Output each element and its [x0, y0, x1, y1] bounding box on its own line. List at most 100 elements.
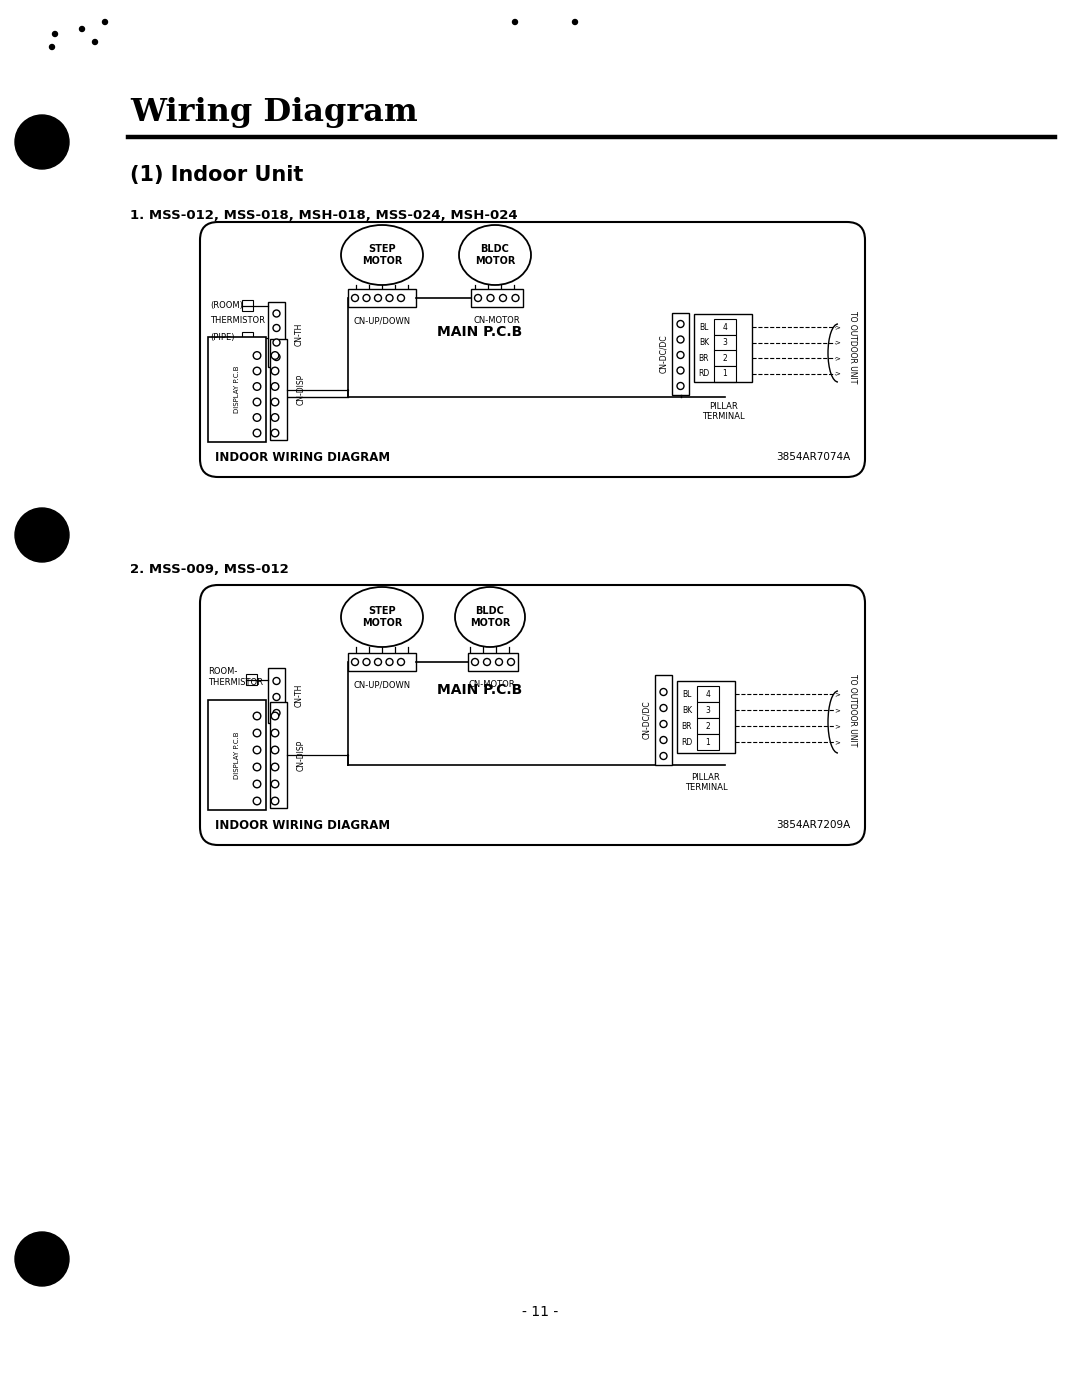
Bar [694, 314, 752, 381]
Circle shape [253, 398, 260, 405]
Circle shape [253, 780, 260, 788]
Text: CN-UP/DOWN: CN-UP/DOWN [353, 316, 410, 326]
Text: 4: 4 [723, 323, 728, 331]
Circle shape [271, 746, 279, 754]
Circle shape [273, 310, 280, 317]
Circle shape [273, 339, 280, 346]
Circle shape [487, 295, 494, 302]
Circle shape [271, 763, 279, 771]
Bar [714, 366, 735, 381]
Bar [714, 334, 735, 351]
Circle shape [253, 414, 260, 422]
Text: 3854AR7074A: 3854AR7074A [775, 453, 850, 462]
Text: INDOOR WIRING DIAGRAM: INDOOR WIRING DIAGRAM [215, 450, 390, 464]
Text: 1: 1 [723, 369, 727, 379]
Circle shape [271, 798, 279, 805]
Circle shape [273, 710, 280, 717]
Text: BK: BK [681, 705, 692, 714]
Circle shape [660, 753, 667, 760]
Text: - 11 -: - 11 - [522, 1305, 558, 1319]
Circle shape [660, 689, 667, 696]
FancyBboxPatch shape [200, 585, 865, 845]
Bar [714, 319, 735, 335]
Bar [697, 703, 719, 718]
Bar [242, 300, 253, 312]
Text: 3: 3 [705, 705, 711, 714]
Text: BLDC
MOTOR: BLDC MOTOR [470, 606, 510, 627]
Circle shape [253, 798, 260, 805]
Bar [208, 337, 266, 441]
Bar [348, 652, 416, 671]
Ellipse shape [455, 587, 525, 647]
Bar [697, 686, 719, 703]
Bar [677, 680, 735, 753]
Bar [468, 652, 518, 671]
Text: BLDC
MOTOR: BLDC MOTOR [475, 244, 515, 265]
Circle shape [80, 27, 84, 32]
Text: THERMISTOR: THERMISTOR [210, 316, 265, 324]
Circle shape [386, 658, 393, 665]
Circle shape [677, 367, 684, 374]
Bar [268, 668, 285, 724]
Text: RD: RD [681, 738, 692, 746]
Circle shape [53, 32, 57, 36]
Bar [242, 332, 253, 344]
Text: BL: BL [700, 323, 708, 331]
Text: 2. MSS-009, MSS-012: 2. MSS-009, MSS-012 [130, 563, 288, 576]
Circle shape [273, 693, 280, 700]
Circle shape [499, 295, 507, 302]
Text: CN-DISP: CN-DISP [297, 739, 306, 771]
Ellipse shape [341, 587, 423, 647]
Text: PILLAR
TERMINAL: PILLAR TERMINAL [702, 402, 744, 422]
Text: 1: 1 [705, 738, 711, 746]
Circle shape [513, 20, 517, 25]
Text: BK: BK [699, 338, 710, 346]
Text: CN-DISP: CN-DISP [297, 374, 306, 405]
Text: Wiring Diagram: Wiring Diagram [130, 96, 418, 127]
Circle shape [253, 383, 260, 390]
Circle shape [15, 509, 69, 562]
Circle shape [271, 729, 279, 736]
Circle shape [660, 721, 667, 728]
FancyBboxPatch shape [200, 222, 865, 476]
Text: STEP
MOTOR: STEP MOTOR [362, 606, 402, 627]
Circle shape [253, 746, 260, 754]
Circle shape [397, 658, 405, 665]
Text: PILLAR
TERMINAL: PILLAR TERMINAL [685, 773, 727, 792]
Ellipse shape [459, 225, 531, 285]
Circle shape [253, 729, 260, 736]
Circle shape [253, 429, 260, 437]
Circle shape [271, 414, 279, 422]
Circle shape [472, 658, 478, 665]
Circle shape [271, 712, 279, 719]
Text: STEP
MOTOR: STEP MOTOR [362, 244, 402, 265]
Text: 3854AR7209A: 3854AR7209A [775, 820, 850, 830]
Circle shape [660, 704, 667, 711]
Circle shape [271, 398, 279, 405]
Circle shape [273, 353, 280, 360]
Circle shape [351, 295, 359, 302]
Text: >: > [834, 370, 840, 377]
Circle shape [375, 295, 381, 302]
Text: >: > [834, 339, 840, 345]
Text: RD: RD [699, 369, 710, 379]
Text: MAIN P.C.B: MAIN P.C.B [437, 326, 523, 339]
Bar [654, 675, 672, 766]
Circle shape [253, 367, 260, 374]
Circle shape [50, 45, 54, 49]
Circle shape [253, 712, 260, 719]
Text: 2: 2 [705, 721, 711, 731]
Circle shape [103, 20, 108, 25]
Text: TO OUTDOOR UNIT: TO OUTDOOR UNIT [848, 310, 856, 383]
Circle shape [484, 658, 490, 665]
Circle shape [273, 678, 280, 685]
Circle shape [677, 383, 684, 390]
Circle shape [363, 295, 370, 302]
Text: CN-DC/DC: CN-DC/DC [643, 701, 651, 739]
Circle shape [386, 295, 393, 302]
Bar [268, 302, 285, 367]
Text: INDOOR WIRING DIAGRAM: INDOOR WIRING DIAGRAM [215, 819, 390, 831]
Bar [697, 718, 719, 733]
Text: BR: BR [681, 721, 692, 731]
Text: 3: 3 [723, 338, 728, 346]
